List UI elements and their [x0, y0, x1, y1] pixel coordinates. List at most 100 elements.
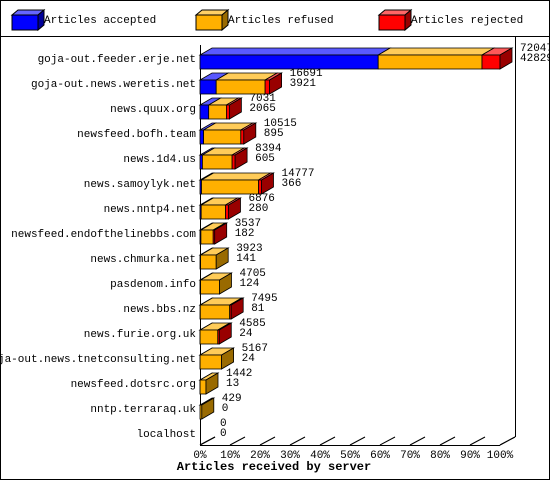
bar-segment — [480, 47, 514, 70]
y-tick-label: newsfeed.dotsrc.org — [71, 379, 196, 391]
legend-swatch — [378, 14, 406, 31]
bar-front — [258, 179, 262, 195]
bar-front — [225, 104, 230, 120]
tick-mark — [259, 436, 276, 446]
accepted-label: 605 — [255, 153, 275, 165]
bar-segment — [214, 72, 279, 95]
x-tick-label: 50% — [340, 450, 360, 462]
bar-front — [201, 154, 233, 170]
bar-side — [201, 397, 215, 420]
accepted-label: 0 — [222, 403, 229, 415]
legend-item: Articles refused — [194, 8, 334, 32]
bar-front — [481, 54, 501, 70]
tick-mark — [379, 436, 396, 446]
tick-mark — [319, 436, 336, 446]
x-axis-title: Articles received by server — [177, 460, 371, 474]
legend-swatch — [195, 14, 223, 31]
y-tick-label: nntp.terraraq.uk — [90, 404, 196, 416]
legend-label: Articles rejected — [411, 15, 523, 27]
bar-front — [225, 204, 229, 220]
tick-mark — [439, 436, 456, 446]
bar-side — [234, 147, 248, 170]
bar-side — [219, 272, 232, 295]
x-tick-label: 30% — [280, 450, 300, 462]
x-tick-label: 0% — [193, 450, 207, 462]
total-label: 7031 — [249, 93, 276, 105]
bar-front — [200, 254, 217, 270]
accepted-label: 24 — [239, 328, 253, 340]
y-tick-label: news.nntp4.net — [104, 204, 196, 216]
total-label: 5167 — [242, 343, 268, 355]
bar-front — [203, 129, 242, 145]
bar-segment — [198, 297, 244, 320]
y-tick-label: news.bbs.nz — [123, 304, 196, 316]
bar-front — [200, 279, 220, 295]
accepted-label: 124 — [240, 278, 260, 290]
accepted-label: 13 — [226, 378, 239, 390]
bar-side — [261, 172, 274, 195]
bar-segment — [376, 47, 496, 70]
bar-front — [231, 154, 236, 170]
accepted-label: 2065 — [249, 103, 275, 115]
tick-mark — [499, 436, 516, 446]
bar-front — [200, 229, 214, 245]
tick-mark — [229, 436, 246, 446]
bar-front — [199, 104, 210, 120]
y-tick-label: newsfeed.bofh.team — [77, 129, 196, 141]
bar-front — [199, 329, 219, 345]
bar-front — [199, 79, 217, 95]
y-tick-label: goja-out.news.weretis.net — [31, 79, 196, 91]
bar-front — [201, 179, 259, 195]
x-tick-label: 20% — [250, 450, 270, 462]
legend-label: Articles accepted — [44, 15, 156, 27]
y-tick-label: news.chmurka.net — [90, 254, 196, 266]
x-tick-label: 10% — [220, 450, 240, 462]
x-tick-label: 60% — [370, 450, 390, 462]
y-tick-label: newsfeed.endofthelinebbs.com — [11, 229, 196, 241]
y-tick-label: news.1d4.us — [123, 154, 196, 166]
bar-front — [200, 204, 226, 220]
tick-mark — [289, 436, 306, 446]
bar-side — [230, 297, 244, 320]
legend-label: Articles refused — [228, 15, 334, 27]
bar-segment — [198, 322, 232, 345]
accepted-label: 24 — [242, 353, 256, 365]
bar-front — [240, 129, 245, 145]
bar-side — [205, 372, 219, 395]
accepted-label: 280 — [249, 203, 269, 215]
tick-mark — [349, 436, 366, 446]
y-tick-label: goja-out.feeder.erje.net — [38, 54, 196, 66]
accepted-label: 0 — [220, 428, 227, 440]
accepted-label: 42829 — [520, 53, 550, 65]
tick-mark — [409, 436, 426, 446]
bar-side — [218, 322, 232, 345]
legend-item: Articles rejected — [377, 8, 523, 32]
bar-side — [215, 247, 229, 270]
bar-segment — [199, 272, 233, 295]
x-tick-label: 40% — [310, 450, 330, 462]
total-label: 10515 — [264, 118, 297, 130]
tick-mark — [199, 436, 216, 446]
bar-front — [199, 54, 379, 70]
y-tick-label: news.quux.org — [110, 104, 196, 116]
x-tick-label: 70% — [400, 450, 420, 462]
bar-side — [499, 47, 513, 70]
bar-side — [228, 97, 242, 120]
bar-side — [243, 122, 257, 145]
bar-front — [199, 354, 222, 370]
total-label: 4705 — [240, 268, 266, 280]
total-label: 14777 — [282, 168, 315, 180]
bar-top — [198, 47, 392, 56]
total-label: 72047 — [520, 43, 550, 55]
bar-front — [264, 79, 271, 95]
total-label: 1442 — [226, 368, 252, 380]
y-tick-label: pasdenom.info — [110, 279, 196, 291]
total-label: 7495 — [251, 293, 277, 305]
total-label: 6876 — [249, 193, 275, 205]
bar-side — [214, 222, 228, 245]
y-tick-label: goja-out.news.tnetconsulting.net — [0, 354, 196, 366]
total-label: 16691 — [290, 68, 323, 80]
bar-front — [215, 79, 266, 95]
bar-front — [208, 104, 227, 120]
